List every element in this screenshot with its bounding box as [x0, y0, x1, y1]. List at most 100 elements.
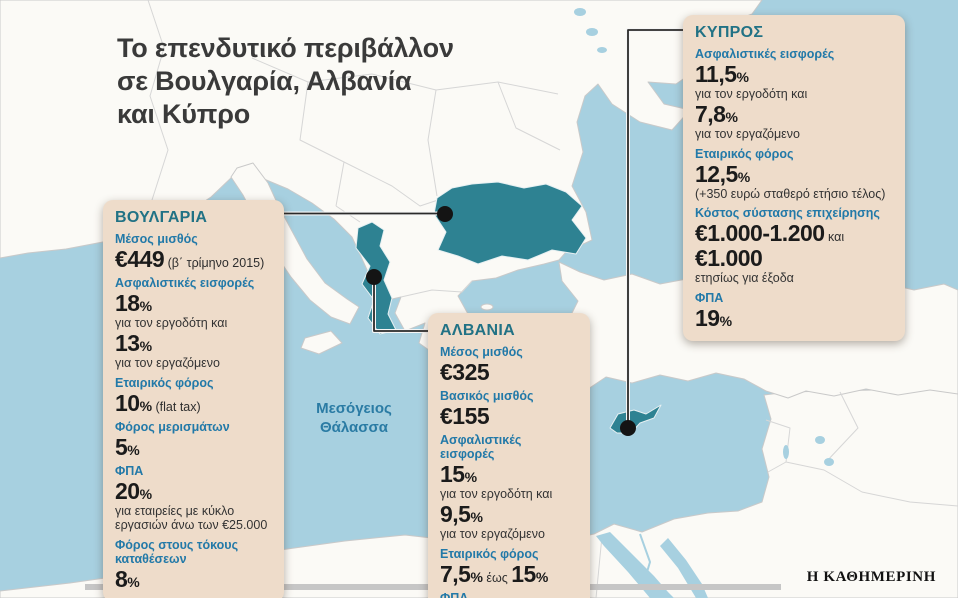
infobox-bulgaria: ΒΟΥΛΓΑΡΙΑ Μέσος μισθός €449 (β΄ τρίμηνο 2… — [103, 200, 284, 598]
value-connector-word: έως — [482, 570, 512, 585]
value-number: 12,5 — [695, 160, 738, 187]
percent-sign: % — [719, 312, 733, 329]
infobox-albania: ΑΛΒΑΝΙΑ Μέσος μισθός €325 Βασικός μισθός €1… — [428, 313, 590, 598]
value-number: 7,5 — [440, 560, 471, 587]
infobox-cyprus-title: ΚΥΠΡΟΣ — [695, 24, 764, 41]
tax-detail-text: για τον εργαζόμενο — [695, 127, 800, 142]
value-number: €449 — [115, 246, 165, 272]
marker-dot-cyprus — [620, 420, 636, 436]
tax-detail-text: (+350 ευρώ σταθερό ετήσιο τέλος) — [695, 186, 886, 201]
tax-value: €155 — [440, 405, 578, 428]
tax-value: 15% — [440, 463, 578, 486]
tax-detail-text: για τον εργοδότη και — [695, 87, 808, 101]
border-line — [497, 81, 561, 151]
page-title: Το επενδυτικό περιβάλλον σε Βουλγαρία, Α… — [117, 33, 454, 129]
percent-sign: % — [535, 568, 549, 585]
percent-sign: % — [127, 573, 140, 590]
percent-sign: % — [139, 298, 153, 314]
tax-value: 5% — [115, 433, 272, 460]
border-line — [343, 161, 439, 207]
value-number: €1.000-1.200 — [695, 220, 825, 247]
aegean-island — [480, 303, 494, 311]
tax-detail-text: ετησίως για έξοδα — [695, 271, 794, 286]
value-number: €155 — [440, 403, 490, 429]
value-number: 15 — [511, 560, 536, 587]
tax-value: €1.000-1.200 και — [695, 222, 893, 245]
tax-category-label: Φόρος μερισμάτων — [115, 419, 230, 434]
tax-category-label: Κόστος σύστασης επιχείρησης — [695, 206, 880, 221]
tax-category-label: Μέσος μισθός — [115, 232, 198, 246]
infobox-albania-title: ΑΛΒΑΝΙΑ — [440, 322, 515, 339]
value-number: 11,5 — [695, 61, 737, 87]
border-line — [825, 391, 859, 463]
tax-category-label: Εταιρικός φόρος — [115, 375, 214, 390]
value-number: 7,8 — [695, 101, 726, 128]
value-number: 10 — [115, 389, 140, 416]
value-number: 13 — [115, 330, 140, 357]
value-note: (β΄ τρίμηνο 2015) — [164, 256, 265, 270]
tax-category-label: Ασφαλιστικές εισφορές — [440, 433, 522, 461]
tax-value: 12,5% — [695, 160, 893, 187]
lagoon — [574, 8, 586, 16]
nile-river — [639, 533, 653, 598]
newspaper-logo: Η ΚΑΘΗΜΕΡΙΝΗ — [806, 569, 936, 585]
value-number: 20 — [115, 477, 140, 504]
percent-sign: % — [470, 568, 483, 585]
infobox-albania-body: Μέσος μισθός €325 Βασικός μισθός €155 Ασφαλι… — [440, 345, 578, 598]
value-number: 15 — [440, 461, 465, 487]
tax-value: €449 (β΄ τρίμηνο 2015) — [115, 248, 272, 271]
tax-value: 11,5% — [695, 63, 893, 86]
tax-category-label: Εταιρικός φόρος — [695, 146, 794, 161]
border-line — [785, 461, 958, 507]
tax-value: €1.000 — [695, 247, 893, 270]
infobox-cyprus-body: Ασφαλιστικές εισφορές 11,5% για τον εργοδό… — [695, 47, 893, 330]
tax-value: 7,5% έως 15% — [440, 560, 578, 587]
lagoon — [597, 47, 607, 53]
percent-sign: % — [736, 69, 749, 85]
tax-value: 18% — [115, 292, 272, 315]
infobox-cyprus: ΚΥΠΡΟΣ Ασφαλιστικές εισφορές 11,5% για τον… — [683, 15, 905, 341]
infobox-bulgaria-body: Μέσος μισθός €449 (β΄ τρίμηνο 2015) Ασφαλι… — [115, 232, 272, 591]
value-number: 19 — [695, 304, 720, 331]
tax-detail-text: για τον εργοδότη και — [440, 487, 553, 501]
connector-albania — [373, 277, 430, 332]
percent-sign: % — [737, 168, 751, 185]
percent-sign: % — [139, 338, 153, 355]
tax-category-label: Ασφαλιστικές εισφορές — [115, 276, 255, 290]
infobox-bulgaria-title: ΒΟΥΛΓΑΡΙΑ — [115, 209, 208, 226]
tax-value: €325 — [440, 361, 578, 384]
island-sicily — [300, 330, 343, 355]
tax-value: 19% — [695, 304, 893, 331]
tax-category-label: Εταιρικός φόρος — [440, 546, 539, 561]
mediterranean-sea-label: Μεσόγειος Θάλασσα — [316, 400, 392, 436]
tax-category-label: Μέσος μισθός — [440, 345, 523, 359]
value-number: 18 — [115, 290, 140, 316]
value-number: €1.000 — [695, 245, 763, 272]
marker-dot-bulgaria — [437, 206, 453, 222]
tax-value: 20% — [115, 477, 272, 504]
percent-sign: % — [139, 485, 153, 502]
tax-category-label: Φόρος στους τόκους καταθέσεων — [115, 537, 239, 566]
tax-detail-text: για τον εργοδότη και — [115, 316, 228, 330]
value-number: 5 — [115, 433, 128, 460]
percent-sign: % — [464, 469, 478, 485]
tax-value: 10% (flat tax) — [115, 389, 272, 416]
tax-detail-text: για τον εργαζόμενο — [115, 356, 220, 371]
lagoon — [586, 28, 598, 36]
lake — [815, 436, 825, 444]
value-number: 9,5 — [440, 501, 471, 528]
value-connector-word: και — [824, 230, 845, 245]
value-number: €325 — [440, 359, 490, 385]
tax-value: 7,8% — [695, 103, 893, 126]
border-line — [251, 57, 559, 95]
tax-category-label: Βασικός μισθός — [440, 389, 534, 403]
tax-category-label: ΦΠΑ — [695, 290, 724, 305]
tax-value: 8% — [115, 567, 272, 591]
border-line — [765, 419, 791, 473]
tax-category-label: ΦΠΑ — [115, 463, 144, 478]
gulf-of-aqaba — [660, 538, 708, 598]
border-line — [299, 81, 345, 207]
red-sea — [596, 532, 674, 598]
percent-sign: % — [127, 441, 140, 458]
